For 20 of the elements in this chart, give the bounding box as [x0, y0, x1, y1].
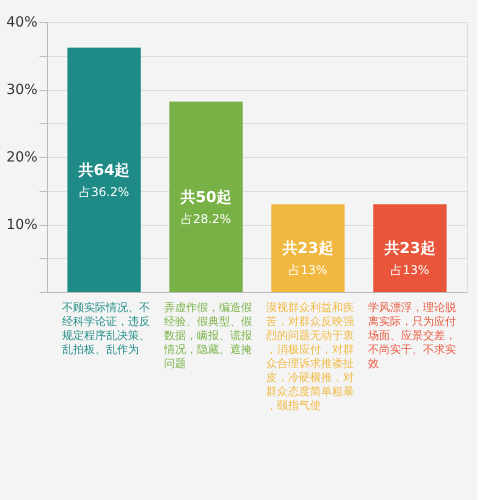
annotation: 共23起	[282, 239, 334, 258]
x-tick-label: 漠视群众利益和疾苦，对群众反映强烈的问题无动于衷，消极应付，对群众合理诉求推诿扯皮，冷硬横推，对群众态度简单粗暴，颐指气使	[266, 301, 354, 412]
data-label: 占13%	[390, 263, 430, 278]
annotation: 共50起	[180, 188, 232, 206]
y-tick-label: 10%	[6, 217, 38, 233]
y-tick-label: 30%	[6, 82, 38, 98]
y-tick-label: 40%	[6, 14, 38, 30]
bar	[271, 204, 345, 292]
bar	[169, 102, 243, 292]
x-tick-label: 不顾实际情况、不经科学论证，违反规定程序乱决策、乱拍板、乱作为	[62, 301, 150, 356]
annotation: 共23起	[383, 239, 436, 258]
bar	[373, 204, 447, 292]
data-label: 占13%	[288, 263, 328, 278]
annotation: 共64起	[78, 160, 130, 179]
y-tick-label: 20%	[6, 150, 38, 166]
x-tick-label: 学风漂浮，理论脱离实际，只为应付场面、应景交差，不尚实干、不求实效	[366, 301, 456, 370]
bar	[67, 48, 141, 292]
data-label: 占28.2%	[180, 212, 232, 226]
data-label: 占36.2%	[79, 184, 130, 199]
x-tick-label: 弄虚作假，编造假经验、假典型、假数据，瞒报、谎报情况，隐藏、遮掩问题	[163, 301, 252, 370]
